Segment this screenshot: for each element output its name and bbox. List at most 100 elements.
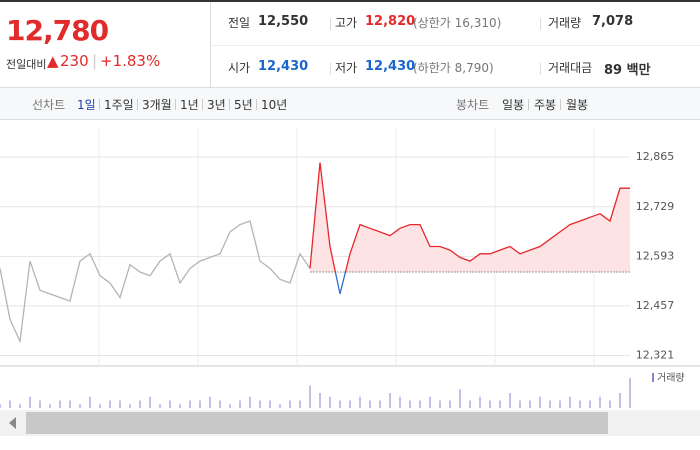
volume-bar — [229, 404, 231, 408]
volume-bar — [109, 400, 111, 408]
quote-value: 89 백만 — [604, 63, 651, 78]
volume-bar — [359, 396, 361, 408]
volume-bar — [209, 396, 211, 408]
volume-bar — [579, 400, 581, 408]
change-arrow: ▲ — [47, 52, 59, 70]
volume-bar — [489, 400, 491, 408]
volume-bar — [139, 400, 141, 408]
quote-label: 시가 — [228, 61, 251, 75]
volume-bar — [49, 404, 51, 408]
tab-group-label: 선차트 — [32, 98, 66, 112]
quote-value: 12,820 — [365, 14, 416, 29]
volume-bar — [19, 404, 21, 408]
tab-separator — [229, 99, 230, 110]
volume-bar — [239, 400, 241, 408]
quote-value: 7,078 — [592, 14, 634, 29]
volume-bar — [79, 404, 81, 408]
quote-label: 거래대금 — [548, 61, 593, 75]
volume-bar — [469, 400, 471, 408]
volume-bar — [569, 396, 571, 408]
period-tab[interactable]: 3년 — [207, 98, 226, 112]
volume-bar — [619, 393, 621, 408]
quote-label: 저가 — [335, 61, 358, 75]
volume-bar — [279, 404, 281, 408]
volume-bar — [409, 400, 411, 408]
volume-bar — [169, 400, 171, 408]
volume-bar — [149, 396, 151, 408]
volume-bar — [299, 400, 301, 408]
legend-label: 거래량 — [657, 372, 685, 384]
scroll-left[interactable] — [9, 417, 16, 429]
candle-tab[interactable]: 일봉 — [502, 98, 525, 112]
tab-separator — [256, 99, 257, 110]
tab-separator — [528, 99, 529, 110]
volume-bar — [379, 400, 381, 408]
period-tab[interactable]: 1일 — [77, 98, 96, 112]
price: 12,780 — [6, 14, 109, 47]
volume-bar — [159, 404, 161, 408]
volume-bar — [339, 400, 341, 408]
quote-value: 12,430 — [365, 59, 416, 74]
volume-bar — [539, 396, 541, 408]
volume-bar — [9, 400, 11, 408]
quote-extra: (상한가 16,310) — [413, 16, 502, 30]
volume-bar — [559, 400, 561, 408]
volume-bar — [599, 396, 601, 408]
volume-bar — [69, 400, 71, 408]
period-tab[interactable]: 3개월 — [142, 98, 172, 112]
quote-label: 전일 — [228, 16, 251, 30]
volume-bar — [39, 400, 41, 408]
area — [310, 162, 630, 273]
cell-divider — [540, 63, 541, 75]
candle-tab[interactable]: 월봉 — [566, 98, 589, 112]
scroll-thumb[interactable] — [26, 412, 608, 434]
period-tab[interactable]: 1년 — [180, 98, 199, 112]
volume-bar — [399, 396, 401, 408]
quote-label: 고가 — [335, 16, 358, 30]
y-tick-label: 12,593 — [636, 249, 675, 262]
volume-bar — [89, 396, 91, 408]
volume-bar — [449, 400, 451, 408]
y-tick-label: 12,729 — [636, 200, 675, 213]
volume-bar — [29, 396, 31, 408]
volume-bar — [219, 400, 221, 408]
period-tab[interactable]: 5년 — [234, 98, 253, 112]
candle-tab[interactable]: 주봉 — [534, 98, 557, 112]
quote-value: 12,430 — [258, 59, 309, 74]
tab-separator — [560, 99, 561, 110]
y-tick-label: 12,321 — [636, 349, 675, 362]
price-line — [0, 220, 311, 344]
cell-divider — [330, 18, 331, 30]
quote-value: 12,550 — [258, 14, 309, 29]
volume-bar — [189, 400, 191, 408]
volume-bar — [369, 400, 371, 408]
volume-bar — [479, 396, 481, 408]
volume-bar — [309, 385, 311, 408]
y-tick-label: 12,865 — [636, 150, 675, 163]
volume-bar — [0, 404, 1, 408]
rate: +1.83% — [100, 52, 161, 70]
tab-group-label: 봉차트 — [456, 98, 490, 112]
volume-bar — [99, 404, 101, 408]
quote-panel — [0, 0, 700, 88]
volume-bar — [269, 400, 271, 408]
volume-bar — [519, 400, 521, 408]
y-tick-label: 12,457 — [636, 299, 675, 312]
volume-bar — [609, 400, 611, 408]
volume-bar — [459, 389, 461, 408]
volume-bar — [259, 400, 261, 408]
tab-bar — [0, 88, 700, 120]
volume-bar — [319, 393, 321, 408]
cell-divider — [330, 63, 331, 75]
volume-bar — [119, 400, 121, 408]
volume-bar — [529, 400, 531, 408]
volume-bar — [389, 393, 391, 408]
tab-separator — [202, 99, 203, 110]
quote-extra: (하한가 8,790) — [413, 61, 494, 75]
period-tab[interactable]: 10년 — [261, 98, 288, 112]
volume-bar — [249, 396, 251, 408]
period-tab[interactable]: 1주일 — [104, 98, 134, 112]
row-divider — [211, 45, 700, 46]
